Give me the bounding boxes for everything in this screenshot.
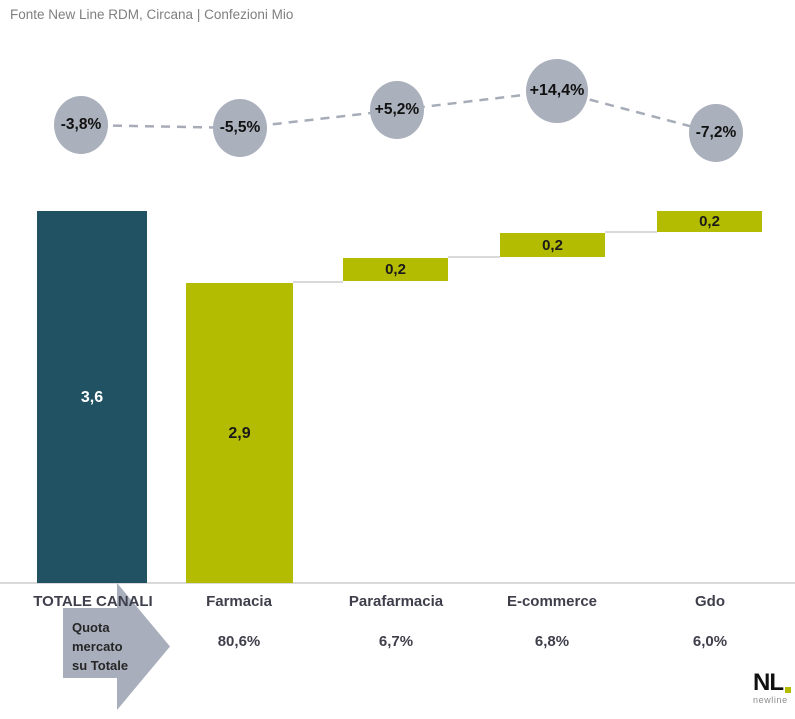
quota-value-ecommerce: 6,8% — [534, 633, 570, 650]
bubble-ecommerce: +14,4% — [526, 59, 588, 123]
bar-gdo: 0,2 — [657, 211, 762, 232]
x-axis-baseline — [0, 582, 795, 584]
quota-value-farmacia: 80,6% — [217, 633, 261, 650]
bar-farmacia: 2,9 — [186, 283, 293, 583]
logo-monogram: NL — [753, 669, 784, 696]
waterfall-connector — [448, 256, 500, 258]
category-label-ecommerce: E-commerce — [506, 593, 598, 610]
bubble-label: -3,8% — [60, 116, 102, 133]
bubble-label: +5,2% — [374, 101, 420, 118]
bar-parafarmacia: 0,2 — [343, 258, 448, 281]
quota-arrow-line1: Quota — [72, 620, 110, 635]
bubble-label: +14,4% — [529, 82, 585, 99]
bar-value-label: 0,2 — [699, 213, 720, 230]
bubble-label: -5,5% — [219, 119, 261, 136]
bubble-gdo: -7,2% — [689, 104, 743, 162]
quota-arrow-caption: Quota mercato su Totale — [72, 618, 128, 675]
bar-value-label: 0,2 — [542, 236, 563, 254]
waterfall-connector — [605, 231, 657, 233]
quota-arrow-shape — [63, 583, 170, 710]
quota-value-gdo: 6,0% — [692, 633, 728, 650]
waterfall-connector — [293, 281, 343, 283]
category-label-farmacia: Farmacia — [206, 593, 272, 610]
bubble-parafarmacia: +5,2% — [370, 81, 424, 139]
bar-value-label: 0,2 — [385, 261, 406, 278]
source-note: Fonte New Line RDM, Circana | Confezioni… — [10, 7, 294, 22]
category-label-totale-canali: TOTALE CANALI — [33, 593, 153, 610]
quota-arrow-line2: mercato — [72, 639, 123, 654]
bar-totale-canali: 3,6 — [37, 211, 147, 583]
quota-value-parafarmacia: 6,7% — [378, 633, 414, 650]
category-label-gdo: Gdo — [695, 593, 725, 610]
bar-ecommerce: 0,2 — [500, 233, 605, 257]
logo-square-icon — [785, 687, 791, 693]
bubble-label: -7,2% — [695, 124, 737, 141]
logo-wordmark: newline — [753, 695, 788, 705]
bar-value-label: 3,6 — [80, 389, 104, 406]
category-label-parafarmacia: Parafarmacia — [348, 593, 444, 610]
bubble-farmacia: -5,5% — [213, 99, 267, 157]
newline-logo: NL newline — [753, 669, 795, 705]
bar-value-label: 2,9 — [228, 425, 251, 442]
quota-arrow-line3: su Totale — [72, 658, 129, 673]
bubble-totale-canali: -3,8% — [54, 96, 108, 154]
